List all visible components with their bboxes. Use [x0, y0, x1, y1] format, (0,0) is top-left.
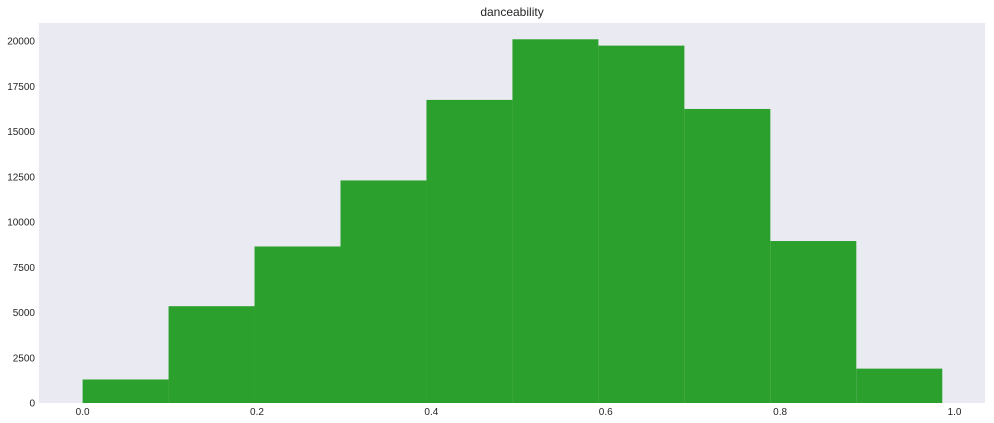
histogram-bar-8 [770, 241, 857, 403]
y-tick-label: 5000 [13, 308, 36, 319]
y-tick-label: 7500 [13, 263, 36, 274]
histogram-bar-6 [598, 45, 685, 403]
y-tick-label: 20000 [7, 37, 35, 48]
x-tick-label: 0.6 [599, 407, 613, 418]
x-tick-label: 0.4 [424, 407, 438, 418]
x-tick-label: 0.0 [76, 407, 90, 418]
histogram-bar-3 [340, 180, 427, 403]
y-tick-label: 12500 [7, 172, 35, 183]
y-tick-label: 15000 [7, 127, 35, 138]
y-axis: 0 2500 5000 7500 10000 12500 15000 17500 20000 [7, 37, 35, 410]
histogram-bar-4 [426, 99, 513, 404]
histogram-bar-5 [512, 39, 599, 404]
y-tick-label: 17500 [7, 82, 35, 93]
x-tick-label: 0.8 [773, 407, 787, 418]
y-tick-label: 10000 [7, 218, 35, 229]
x-axis: 0.0 0.2 0.4 0.6 0.8 1.0 [76, 407, 962, 418]
histogram-bar-9 [856, 368, 943, 403]
y-tick-label: 2500 [13, 353, 36, 364]
histogram-bar-7 [684, 108, 771, 403]
x-tick-label: 1.0 [948, 407, 962, 418]
histogram-bar-2 [254, 246, 341, 403]
histogram-bar-0 [82, 379, 169, 403]
chart-title: danceability [480, 5, 543, 19]
histogram-bar-1 [168, 306, 255, 403]
y-tick-label: 0 [29, 399, 35, 410]
bars-group [82, 39, 943, 404]
x-tick-label: 0.2 [250, 407, 264, 418]
